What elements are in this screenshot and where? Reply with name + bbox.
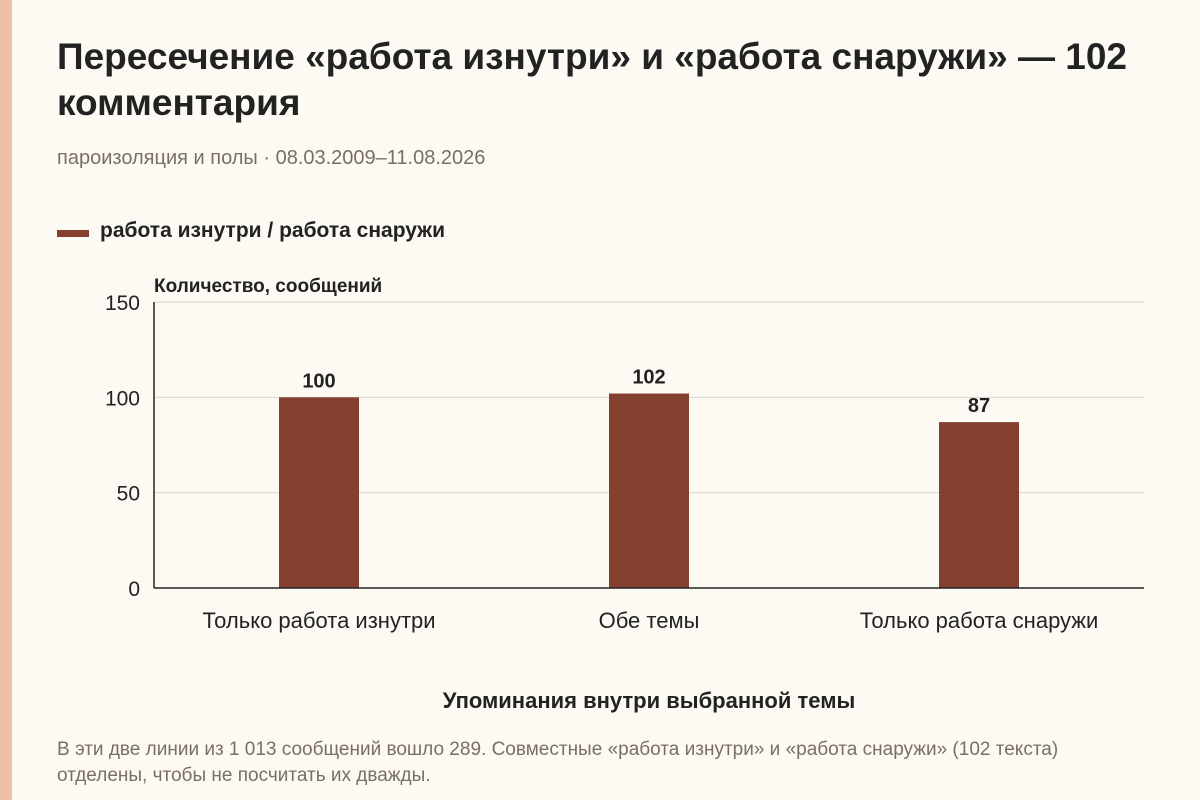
x-tick-label: Только работа изнутри bbox=[202, 608, 435, 633]
x-axis-title: Упоминания внутри выбранной темы bbox=[443, 688, 856, 713]
y-axis-title: Количество, сообщений bbox=[154, 276, 382, 297]
chart-title: Пересечение «работа изнутри» и «работа с… bbox=[57, 36, 1128, 123]
legend-swatch bbox=[57, 229, 89, 237]
bar bbox=[609, 393, 689, 588]
y-tick-label: 100 bbox=[105, 387, 140, 410]
x-tick-label: Только работа снаружи bbox=[860, 608, 1099, 633]
y-tick-label: 0 bbox=[128, 578, 140, 601]
data-label: 102 bbox=[632, 367, 665, 389]
footnote: В эти две линии из 1 013 сообщений вошло… bbox=[57, 739, 1059, 786]
y-tick-label: 150 bbox=[105, 292, 140, 315]
data-label: 100 bbox=[302, 370, 335, 392]
y-tick-label: 50 bbox=[117, 483, 140, 506]
x-tick-label: Обе темы bbox=[599, 608, 700, 633]
bar bbox=[279, 397, 359, 588]
chart-subtitle: пароизоляция и полы · 08.03.2009–11.08.2… bbox=[57, 147, 486, 169]
legend: работа изнутри / работа снаружи bbox=[57, 219, 445, 243]
data-label: 87 bbox=[968, 395, 990, 417]
legend-label: работа изнутри / работа снаружи bbox=[100, 219, 445, 242]
accent-strip bbox=[0, 0, 12, 800]
bar bbox=[939, 422, 1019, 588]
